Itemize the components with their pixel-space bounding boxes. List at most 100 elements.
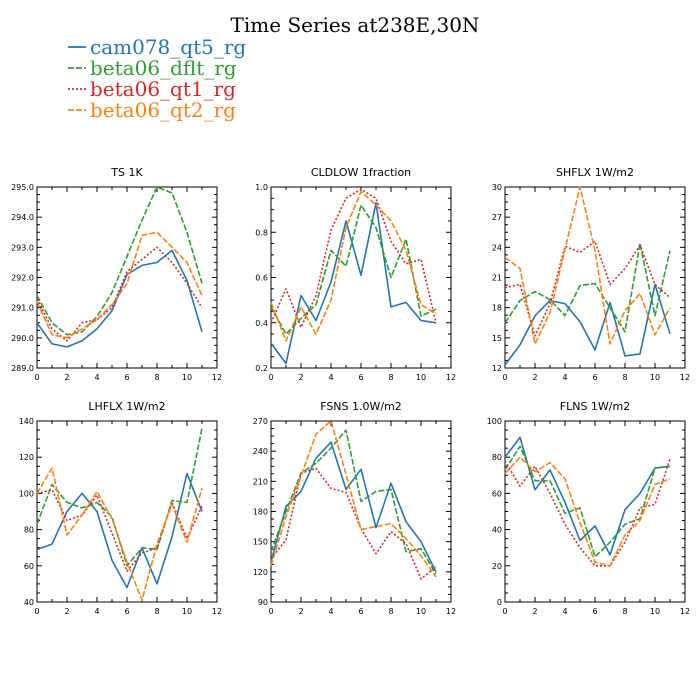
x-tick-label: 2 [64,607,69,616]
y-tick-label: 100 [487,417,502,426]
series-line [270,204,437,335]
series-line [504,436,671,556]
series-line [36,249,203,348]
series-line [36,467,203,602]
x-tick-label: 12 [446,373,456,382]
x-tick-label: 6 [358,607,363,616]
y-tick-label: 180 [253,508,268,517]
panel-title: CLDLOW 1fraction [311,166,411,179]
legend-entry: beta06_qt1_rg [68,77,236,101]
x-tick-label: 0 [502,373,507,382]
x-tick-label: 10 [182,373,192,382]
x-tick-label: 0 [34,607,39,616]
legend-label: beta06_dflt_rg [90,56,237,80]
x-tick-label: 12 [446,607,456,616]
y-tick-label: 100 [19,489,34,498]
x-tick-label: 2 [532,607,537,616]
x-tick-label: 6 [358,373,363,382]
series-line [270,190,437,342]
y-tick-label: 210 [253,477,268,486]
x-tick-label: 0 [34,373,39,382]
x-tick-label: 4 [562,607,567,616]
x-tick-label: 10 [416,373,426,382]
y-tick-label: 18 [492,304,502,313]
x-tick-label: 4 [328,373,333,382]
x-tick-label: 8 [154,373,159,382]
series-line [36,246,203,342]
chart-panel: TS 1K 0 2 4 6 8 10 12 289.0 290.0 291.0 292.0 293.0 2… [11,166,222,382]
y-tick-label: 293.0 [11,243,34,252]
y-tick-label: 120 [19,453,34,462]
y-tick-label: 0 [497,598,502,607]
x-tick-label: 8 [388,607,393,616]
series-line [270,467,437,580]
y-tick-label: 60 [492,489,502,498]
y-tick-label: 0.8 [255,228,268,237]
series-line [504,456,671,567]
y-tick-label: 1.0 [255,183,268,192]
series-line [270,441,437,573]
series-line [504,240,671,337]
x-tick-label: 10 [650,607,660,616]
x-tick-label: 4 [94,373,99,382]
chart-panels: TS 1K0 2 4 6 8 10 12289.0290.0291.0292.0293.02… [11,166,690,616]
panel-title: FLNS 1W/m2 [560,400,630,413]
x-tick-label: 8 [388,373,393,382]
x-tick-label: 0 [268,373,273,382]
figure-title: Time Series at238E,30N [231,13,480,37]
x-tick-label: 4 [562,373,567,382]
x-tick-label: 0 [268,607,273,616]
y-tick-label: 80 [492,453,502,462]
y-tick-label: 21 [492,274,502,283]
series-line [270,429,437,575]
x-tick-label: 2 [298,373,303,382]
legend-entry: beta06_dflt_rg [68,56,237,80]
x-tick-label: 10 [650,373,660,382]
legend-label: beta06_qt1_rg [90,77,236,101]
x-tick-label: 12 [680,607,690,616]
chart-panel: FLNS 1W/m2 0 2 4 6 8 10 12 0 20 40 60 80 100 [487,400,690,616]
y-tick-label: 20 [492,562,502,571]
y-tick-label: 240 [253,447,268,456]
y-tick-label: 12 [492,364,502,373]
x-tick-label: 6 [592,373,597,382]
x-tick-label: 8 [622,373,627,382]
panel-title: SHFLX 1W/m2 [556,166,634,179]
legend-label: cam078_qt5_rg [90,35,246,59]
x-tick-label: 6 [124,607,129,616]
legend-label: beta06_qt2_rg [90,98,236,122]
series-line [270,202,437,365]
x-tick-label: 12 [680,373,690,382]
y-tick-label: 140 [19,417,34,426]
y-tick-label: 0.6 [255,274,268,283]
x-tick-label: 2 [532,373,537,382]
y-tick-label: 120 [253,568,268,577]
x-tick-label: 0 [502,607,507,616]
x-tick-label: 2 [298,607,303,616]
panel-title: LHFLX 1W/m2 [88,400,165,413]
y-tick-label: 80 [24,526,34,535]
y-tick-label: 294.0 [11,213,34,222]
y-tick-label: 291.0 [11,304,34,313]
series-line [504,242,671,333]
y-tick-label: 90 [258,598,268,607]
series-line [36,488,203,573]
y-tick-label: 24 [492,243,502,252]
x-tick-label: 12 [212,607,222,616]
x-tick-label: 8 [154,607,159,616]
y-tick-label: 270 [253,417,268,426]
x-tick-label: 4 [328,607,333,616]
series-line [36,186,203,336]
legend-entry: cam078_qt5_rg [68,35,246,59]
legend: cam078_qt5_rg beta06_dflt_rg beta06_qt1_… [68,35,246,122]
series-line [270,420,437,578]
y-tick-label: 289.0 [11,364,34,373]
y-tick-label: 30 [492,183,502,192]
y-tick-label: 27 [492,213,502,222]
series-line [504,445,671,558]
x-tick-label: 4 [94,607,99,616]
x-tick-label: 10 [182,607,192,616]
